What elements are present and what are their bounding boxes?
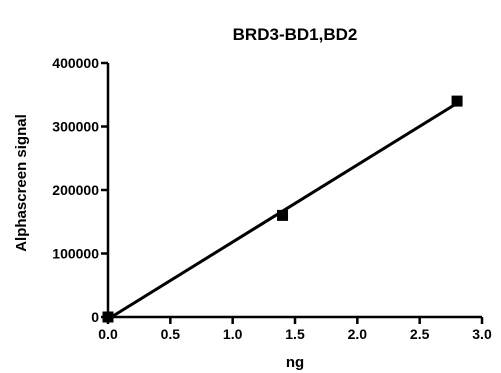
plot-area	[102, 95, 463, 323]
x-tick-label: 0.0	[98, 326, 118, 342]
x-tick-label: 1.5	[285, 326, 305, 342]
x-tick-label: 2.5	[410, 326, 430, 342]
data-point	[277, 209, 289, 221]
x-tick-label: 2.0	[348, 326, 368, 342]
y-tick-label: 200000	[52, 182, 99, 198]
data-point	[102, 311, 114, 323]
data-point	[451, 95, 463, 107]
y-axis-ticks: 0 100000 200000 300000 400000	[52, 55, 108, 325]
y-axis-label: Alphascreen signal	[13, 114, 30, 252]
x-tick-label: 1.0	[223, 326, 243, 342]
y-tick-label: 300000	[52, 119, 99, 135]
y-tick-label: 400000	[52, 55, 99, 71]
x-tick-label: 0.5	[161, 326, 181, 342]
y-tick-label: 0	[91, 309, 99, 325]
x-tick-label: 3.0	[472, 326, 492, 342]
x-axis-ticks: 0.0 0.5 1.0 1.5 2.0 2.5 3.0	[98, 317, 492, 342]
x-axis-label: ng	[286, 354, 304, 371]
y-tick-label: 100000	[52, 246, 99, 262]
chart-title: BRD3-BD1,BD2	[233, 25, 358, 44]
